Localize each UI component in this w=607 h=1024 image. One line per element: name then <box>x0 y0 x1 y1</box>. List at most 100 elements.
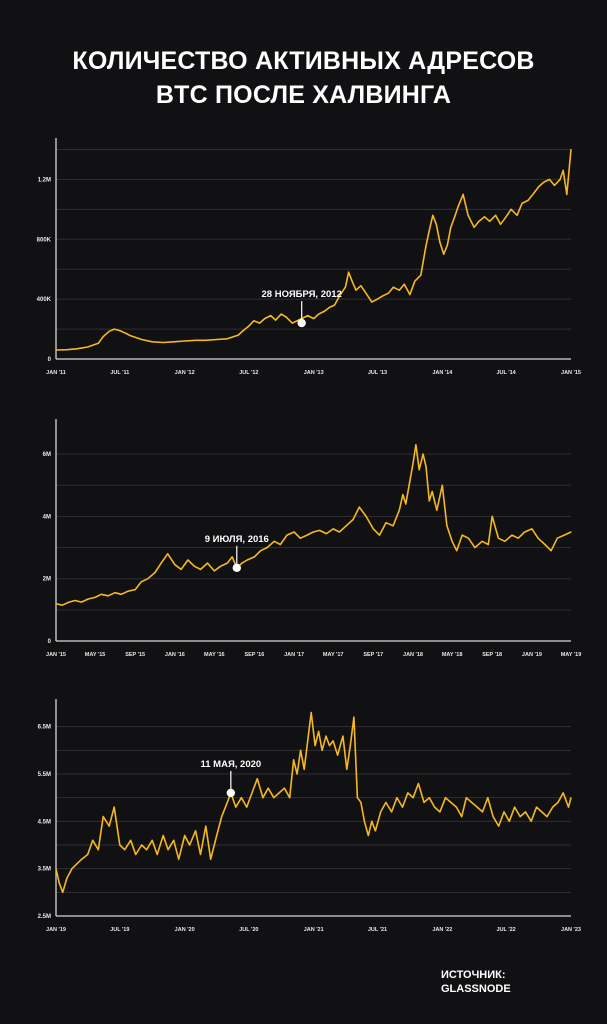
data-point <box>135 853 137 856</box>
data-point <box>484 216 486 218</box>
data-point <box>114 592 116 594</box>
x-tick-label: SEP '17 <box>363 652 383 658</box>
data-point <box>328 306 331 308</box>
source-credit: ИСТОЧНИК: GLASSNODE <box>441 968 511 996</box>
x-tick-label: JAN '14 <box>432 370 453 376</box>
page-title: КОЛИЧЕСТВО АКТИВНЫХ АДРЕСОВ BTC ПОСЛЕ ХА… <box>0 44 607 112</box>
x-tick-label: JUL '13 <box>368 370 387 376</box>
data-point <box>151 839 153 841</box>
halving-marker <box>232 563 241 573</box>
data-point <box>556 537 558 539</box>
data-point <box>246 559 248 561</box>
data-point <box>216 834 218 837</box>
data-point <box>409 294 411 296</box>
data-point <box>562 169 564 171</box>
data-point <box>307 740 309 742</box>
data-point <box>346 768 348 770</box>
data-point <box>231 556 233 558</box>
data-point <box>355 289 357 291</box>
x-tick-label: JAN '19 <box>46 927 66 933</box>
data-point <box>147 578 149 580</box>
data-point <box>570 797 572 799</box>
data-point <box>403 283 405 285</box>
data-point <box>296 773 298 775</box>
x-tick-label: JUL '21 <box>368 927 387 933</box>
data-point <box>76 863 78 865</box>
x-tick-label: JAN '15 <box>561 370 581 376</box>
data-point <box>450 226 452 228</box>
x-tick-label: JAN '15 <box>46 652 66 658</box>
data-point <box>454 216 456 218</box>
x-tick-label: MAY '16 <box>204 652 225 658</box>
data-point <box>422 453 424 455</box>
data-point <box>456 550 458 552</box>
data-point <box>524 811 527 813</box>
data-point <box>127 590 129 592</box>
data-point <box>412 797 414 799</box>
data-point <box>264 318 266 320</box>
title-line-1: КОЛИЧЕСТВО АКТИВНЫХ АДРЕСОВ <box>72 47 535 75</box>
data-point <box>481 811 484 813</box>
data-point <box>130 839 132 841</box>
data-point <box>293 759 295 761</box>
data-point <box>353 716 355 718</box>
data-point <box>553 184 556 186</box>
data-point <box>332 528 334 530</box>
data-point <box>206 562 209 564</box>
data-point <box>503 811 505 813</box>
data-point <box>550 550 552 552</box>
data-point <box>256 778 258 780</box>
data-point <box>119 330 121 332</box>
data-point <box>119 844 121 846</box>
data-point <box>392 286 394 288</box>
data-point <box>432 214 434 216</box>
y-tick-label: 6.5M <box>38 725 51 731</box>
data-point <box>156 853 158 856</box>
data-point <box>504 540 506 542</box>
data-point <box>184 340 186 342</box>
data-point <box>505 216 507 218</box>
data-point <box>314 745 316 747</box>
data-point <box>205 339 207 341</box>
data-point <box>398 509 400 511</box>
data-point <box>200 568 202 570</box>
data-point <box>210 858 212 860</box>
data-point <box>162 341 164 344</box>
data-point <box>325 735 327 737</box>
data-point <box>474 547 476 549</box>
data-point <box>527 199 529 201</box>
data-point <box>242 330 244 332</box>
data-point <box>380 811 382 813</box>
data-point <box>55 868 57 870</box>
data-point <box>286 534 288 536</box>
data-point <box>199 853 202 856</box>
data-point <box>221 816 223 818</box>
data-point <box>391 811 393 813</box>
data-point <box>425 246 427 248</box>
data-point <box>530 820 532 822</box>
data-point <box>226 801 228 803</box>
data-point <box>417 782 419 785</box>
data-point <box>446 525 448 527</box>
data-point <box>537 537 539 539</box>
y-tick-label: 1.2M <box>38 177 51 183</box>
data-point <box>285 316 287 318</box>
data-point <box>108 330 110 332</box>
data-point <box>260 550 262 552</box>
data-point <box>455 806 457 808</box>
data-point <box>392 525 394 527</box>
data-point <box>562 792 564 794</box>
data-point <box>74 599 76 602</box>
x-tick-label: JUL '20 <box>239 927 258 933</box>
data-point <box>219 565 222 567</box>
data-point <box>570 531 572 533</box>
data-point <box>87 346 89 348</box>
halving-label: 9 ИЮЛЯ, 2016 <box>205 534 269 545</box>
series-line <box>55 443 572 606</box>
data-point <box>120 593 122 595</box>
y-tick-label: 0 <box>48 639 52 645</box>
data-point <box>134 589 136 591</box>
x-tick-label: JAN '17 <box>284 652 304 658</box>
data-point <box>434 806 436 808</box>
data-point <box>162 834 164 837</box>
